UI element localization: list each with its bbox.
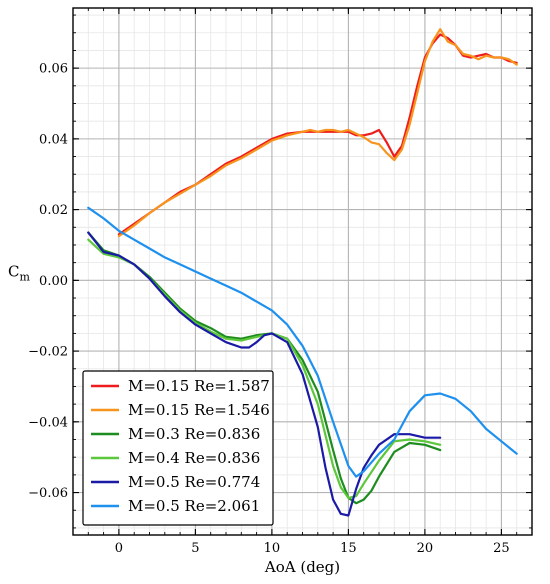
x-tick-label: 15: [340, 541, 357, 556]
y-tick-label: −0.06: [28, 486, 68, 501]
y-tick-label: 0.02: [39, 203, 68, 218]
legend-label-3: M=0.3 Re=0.836: [128, 425, 260, 443]
y-tick-label: −0.04: [28, 415, 68, 430]
y-tick-label: −0.02: [28, 345, 68, 360]
series-line-5: [87, 231, 442, 517]
x-tick-label: 0: [115, 541, 123, 556]
legend: M=0.15 Re=1.587 M=0.15 Re=1.546 M=0.3 Re=0…: [82, 370, 274, 526]
y-tick-label: 0.04: [39, 132, 68, 147]
legend-label-2: M=0.15 Re=1.546: [128, 401, 270, 419]
y-tick-label: 0.00: [39, 274, 68, 289]
y-tick-label: 0.06: [39, 62, 68, 77]
series-line-1: [117, 33, 518, 236]
series-lines: [87, 28, 518, 517]
legend-label-6: M=0.5 Re=2.061: [128, 497, 260, 515]
y-axis-title-main: C: [8, 263, 19, 281]
y-axis-title-subscript: m: [19, 271, 30, 284]
x-tick-label: 20: [417, 541, 434, 556]
legend-label-5: M=0.5 Re=0.774: [128, 473, 260, 491]
legend-box: [82, 370, 274, 526]
series-line-6: [87, 206, 518, 478]
x-tick-label: 10: [264, 541, 281, 556]
x-tick-label: 25: [493, 541, 510, 556]
axis-ticks: 0 5 10 15 20 25 −0.06 −0.04 −0.02 0.00 0.02 0.04 0.0…: [28, 8, 533, 556]
legend-label-4: M=0.4 Re=0.836: [128, 449, 260, 467]
series-line-2: [117, 28, 518, 238]
legend-label-1: M=0.15 Re=1.587: [128, 377, 270, 395]
y-axis-title: Cm: [8, 263, 30, 284]
x-axis-title: AoA (deg): [264, 558, 340, 576]
x-tick-label: 5: [191, 541, 199, 556]
